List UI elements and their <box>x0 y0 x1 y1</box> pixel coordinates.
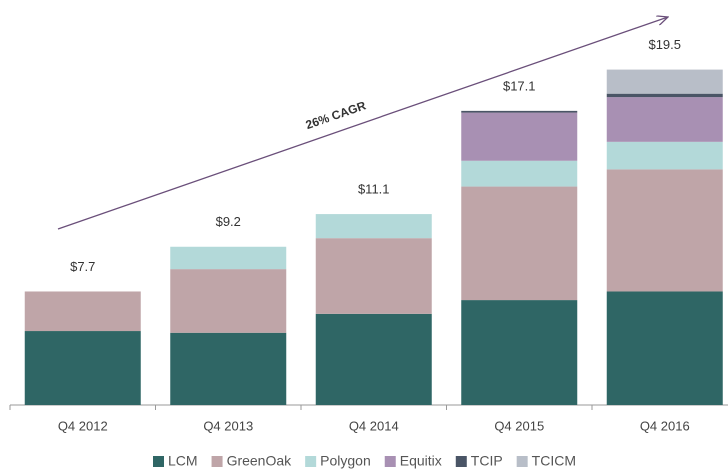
legend-label: TCIP <box>471 453 503 469</box>
total-label: $19.5 <box>648 37 681 52</box>
bar-segment <box>24 331 141 405</box>
x-tick-label: Q4 2015 <box>494 418 544 433</box>
bar-segment <box>461 112 578 161</box>
legend-swatch <box>455 456 467 467</box>
bar-segment <box>461 160 578 187</box>
legend-label: Equitix <box>400 453 442 469</box>
bar-segment <box>170 246 287 270</box>
bar-segment <box>315 313 432 405</box>
legend-swatch <box>305 456 317 467</box>
bar-segment <box>24 291 141 332</box>
x-tick-label: Q4 2014 <box>349 418 399 433</box>
legend-swatch <box>211 456 223 467</box>
bar-segment <box>461 300 578 405</box>
legend-swatch <box>384 456 396 467</box>
legend-label: GreenOak <box>227 453 293 469</box>
bar-segment <box>461 186 578 301</box>
bar-segment <box>315 238 432 314</box>
bar-segment <box>461 110 578 113</box>
bar-segment <box>606 291 723 405</box>
total-label: $17.1 <box>503 78 536 93</box>
cagr-arrow <box>57 17 668 230</box>
bar-segment <box>606 93 723 98</box>
bar-segment <box>170 269 287 333</box>
total-label: $9.2 <box>216 214 241 229</box>
legend-label: Polygon <box>320 453 371 469</box>
bar-segment <box>606 141 723 170</box>
legend-swatch <box>516 456 528 467</box>
legend-swatch <box>153 456 164 467</box>
bar-segment <box>606 169 723 292</box>
x-tick-label: Q4 2012 <box>58 418 108 433</box>
bar-segment <box>315 214 432 239</box>
legend-label: TCICM <box>532 453 576 469</box>
x-tick-label: Q4 2016 <box>640 418 690 433</box>
bar-segment <box>170 332 287 405</box>
total-label: $7.7 <box>70 259 95 274</box>
bar-segment <box>606 69 723 94</box>
annotation: 26% CAGR <box>304 98 368 132</box>
x-tick-label: Q4 2013 <box>203 418 253 433</box>
total-label: $11.1 <box>358 182 390 197</box>
legend-label: LCM <box>168 453 198 469</box>
bar-segment <box>606 97 723 142</box>
